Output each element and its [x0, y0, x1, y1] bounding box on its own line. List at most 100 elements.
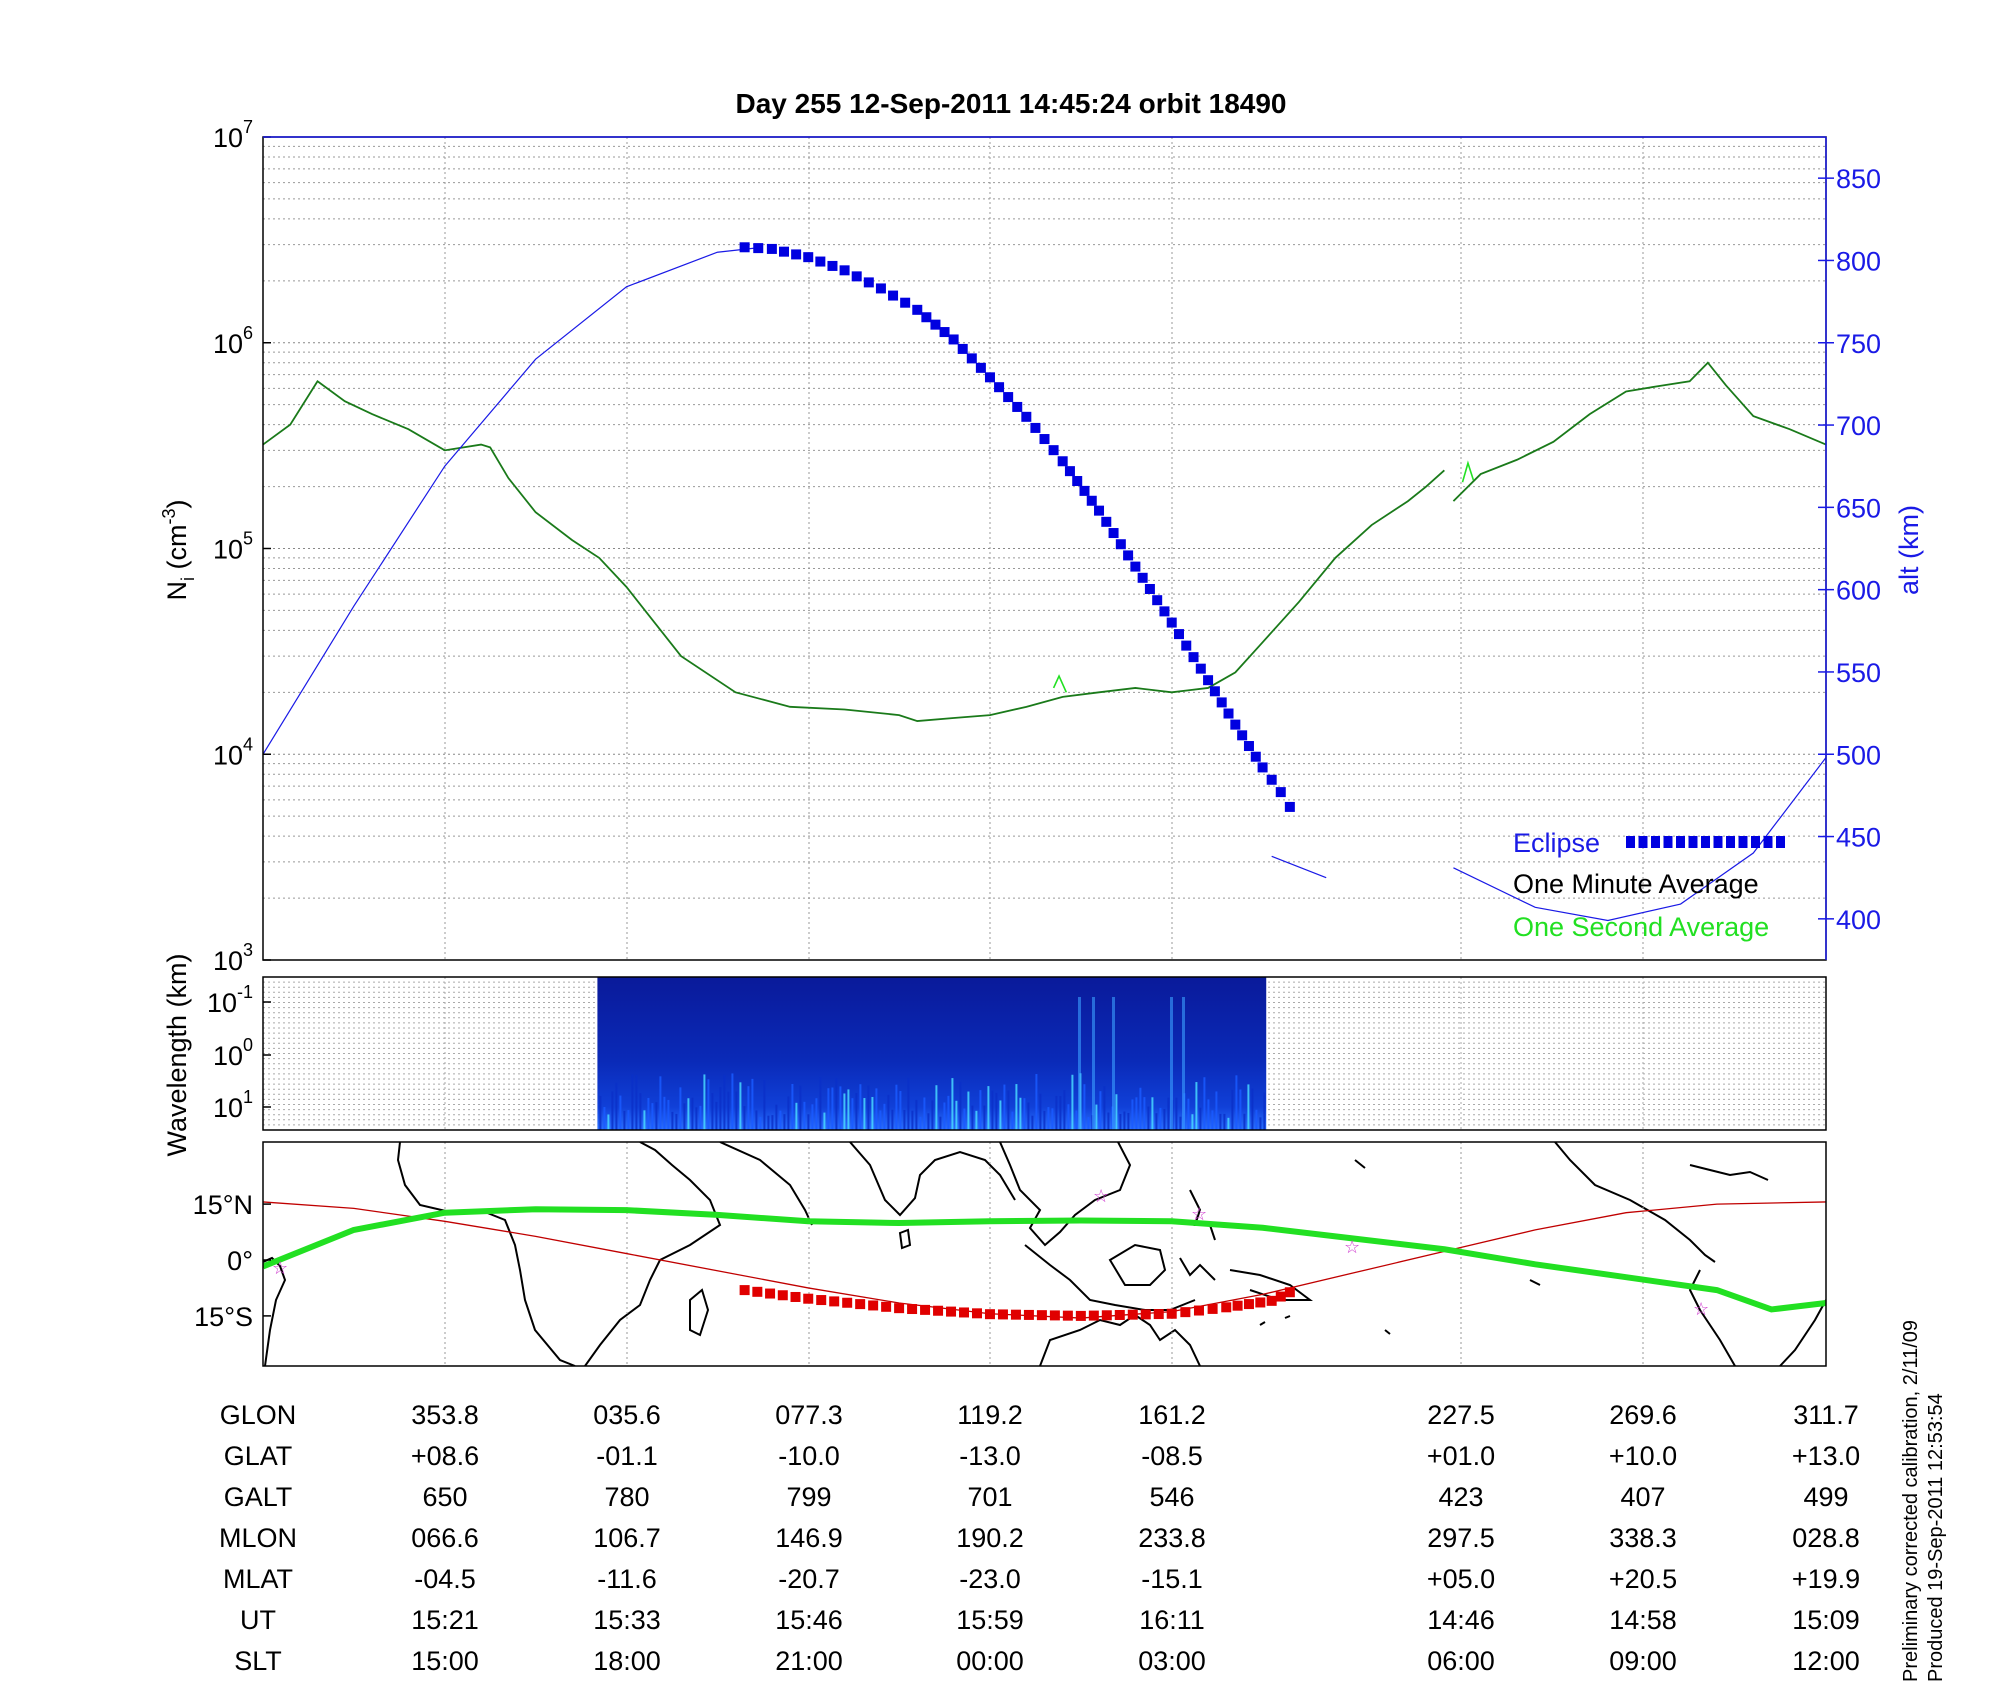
table-cell: 00:00 — [956, 1646, 1024, 1676]
star-icon: ☆ — [272, 1258, 288, 1279]
table-cell: 297.5 — [1427, 1523, 1495, 1553]
spectrogram-streak — [1215, 1091, 1218, 1130]
map-frame — [262, 1141, 1827, 1367]
spectrogram-streak — [723, 1074, 726, 1130]
spectrogram-streak — [707, 1079, 710, 1130]
altitude-tick-label: 650 — [1836, 493, 1881, 523]
spectrogram-streak — [1182, 997, 1185, 1130]
spectrogram-streak — [1067, 1104, 1070, 1130]
spectrogram-streak — [1195, 1082, 1198, 1130]
eclipse-marker — [1188, 652, 1199, 663]
eclipse-marker — [1159, 606, 1170, 617]
eclipse-marker — [1108, 528, 1119, 539]
spectrogram-streak — [639, 1093, 642, 1130]
eclipse-track-marker — [765, 1288, 776, 1299]
legend-eclipse-square — [1701, 836, 1710, 848]
spectrogram-streak — [1199, 1107, 1202, 1130]
spectrogram-streak — [1235, 1075, 1238, 1130]
spectrogram-streak — [1043, 1110, 1046, 1130]
table-row-label: SLT — [234, 1646, 282, 1676]
spectrogram-streak — [923, 1097, 926, 1130]
density-tick-label: 103 — [213, 940, 253, 976]
legend-eclipse: Eclipse — [1513, 828, 1600, 858]
spectrogram-streak — [1187, 1098, 1190, 1130]
spectrogram-streak — [903, 1109, 906, 1130]
spectrogram-streak — [1055, 1095, 1058, 1130]
density-panel: 103 104 105 106 107 400 450 500 550 600 650 700 750… — [159, 117, 1924, 976]
eclipse-marker — [948, 334, 959, 345]
eclipse-marker — [1237, 730, 1248, 741]
eclipse-track-marker — [959, 1307, 970, 1318]
table-cell: -10.0 — [778, 1441, 840, 1471]
wavelength-axis-label: Wavelength (km) — [162, 953, 192, 1156]
latitude-tick-label: 15°S — [194, 1302, 253, 1332]
legend-eclipse-square — [1676, 836, 1685, 848]
eclipse-track-marker — [920, 1304, 931, 1315]
eclipse-marker — [1123, 550, 1134, 561]
calibration-note: Preliminary corrected calibration, 2/11/… — [1900, 1320, 1922, 1682]
spectrogram-streak — [907, 1077, 910, 1130]
spectrogram-streak — [1112, 997, 1115, 1130]
spectrogram-streak — [883, 1103, 886, 1130]
geographic-track-line — [263, 1201, 1826, 1319]
spectrogram-streak — [711, 1093, 714, 1130]
eclipse-marker — [1250, 751, 1261, 762]
table-cell: 423 — [1438, 1482, 1483, 1512]
eclipse-track-marker — [868, 1300, 879, 1311]
eclipse-track-marker — [1284, 1287, 1295, 1298]
spectrogram-streak — [927, 1113, 930, 1130]
spectrogram-streak — [911, 1110, 914, 1130]
spectrogram-streak — [871, 1096, 874, 1130]
spectrogram-streak — [1163, 1108, 1166, 1130]
spectrogram-streak — [623, 1110, 626, 1130]
spectrogram-streak — [1147, 1106, 1150, 1130]
spectrogram-streak — [1143, 1097, 1146, 1130]
star-icon: ☆ — [1693, 1299, 1709, 1320]
spectrogram-streak — [1092, 997, 1095, 1130]
spectrogram-streak — [663, 1096, 666, 1130]
spectrogram-streak — [691, 1097, 694, 1130]
eclipse-marker — [1030, 422, 1041, 433]
coast-sri-lanka — [898, 1228, 912, 1250]
eclipse-marker — [1144, 583, 1155, 594]
table-row-label: UT — [240, 1605, 276, 1635]
spectrogram-streak — [851, 1098, 854, 1130]
spectrogram-streak — [1127, 1112, 1130, 1130]
spectrogram-streak — [719, 1087, 722, 1130]
spectrogram-streak — [747, 1086, 750, 1130]
table-cell: -23.0 — [959, 1564, 1021, 1594]
table-cell: 15:33 — [593, 1605, 661, 1635]
spectrogram-streak — [771, 1115, 774, 1130]
spectrogram-streak — [803, 1101, 806, 1130]
eclipse-marker — [1152, 595, 1163, 606]
spectrogram-streak — [1223, 1113, 1226, 1130]
eclipse-track-marker — [1101, 1310, 1112, 1321]
spectrogram-streak — [951, 1078, 954, 1130]
density-series — [263, 242, 1826, 922]
spectrogram-streak — [915, 1099, 918, 1130]
spectrogram-ticks: 10-1 100 101 — [207, 982, 271, 1123]
legend-eclipse-square — [1651, 836, 1660, 848]
spectrogram-streak — [759, 1117, 762, 1130]
spectrogram-streak — [1115, 1094, 1118, 1130]
spectrogram-streak — [1131, 1099, 1134, 1130]
spectrogram-streak — [1247, 1084, 1250, 1130]
spectrogram-streak — [1135, 1097, 1138, 1130]
eclipse-marker — [875, 283, 886, 294]
legend-eclipse-square — [1738, 836, 1748, 848]
spectrogram-streak — [979, 1090, 982, 1130]
spectrogram-streak — [1003, 1084, 1006, 1130]
spectrogram-streak — [1011, 1111, 1014, 1130]
spectrogram-streak — [935, 1085, 938, 1130]
ephemeris-table: GLON GLAT GALT MLON MLAT UT SLT 353.8 +08.6 650 06… — [219, 1400, 1860, 1676]
spectrogram-streak — [827, 1088, 830, 1130]
eclipse-track-marker — [1180, 1307, 1191, 1318]
wavelength-tick-label: 101 — [213, 1087, 253, 1123]
spectrogram-streak — [1071, 1074, 1074, 1130]
eclipse-marker — [1012, 401, 1023, 412]
table-cell: -20.7 — [778, 1564, 840, 1594]
eclipse-track-marker — [997, 1309, 1008, 1320]
table-cell: -13.0 — [959, 1441, 1021, 1471]
spectrogram-streak — [643, 1110, 646, 1130]
eclipse-marker — [753, 243, 764, 254]
